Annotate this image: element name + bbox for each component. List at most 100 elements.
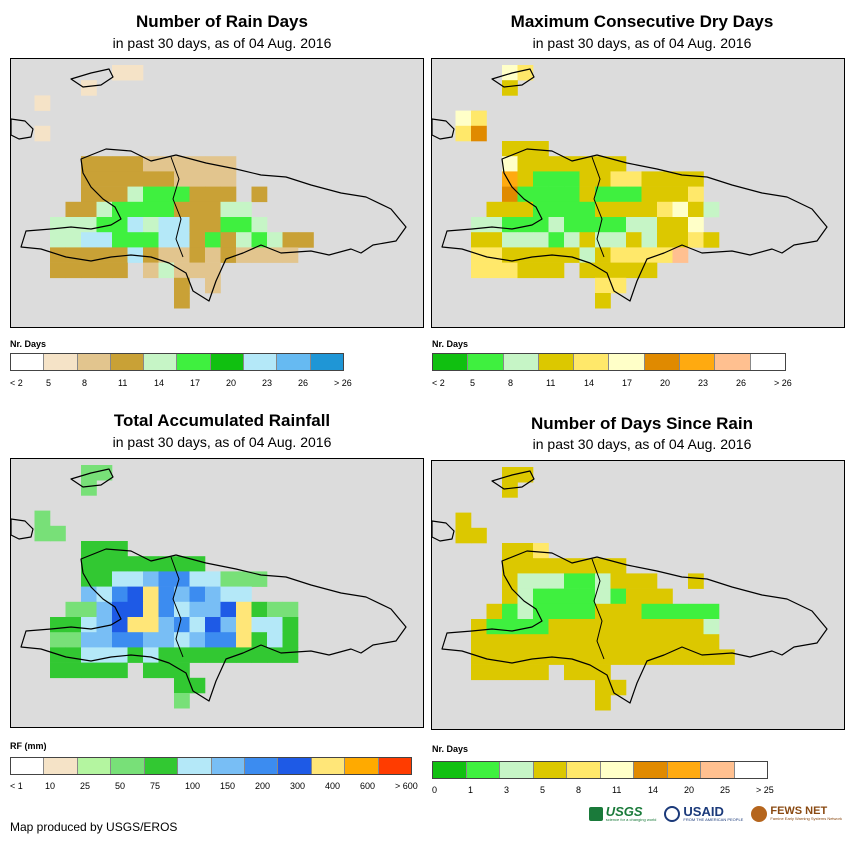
map-grid-cell [220, 586, 237, 603]
map-grid-cell [548, 232, 565, 248]
map-grid-cell [564, 634, 580, 650]
map-grid-cell [548, 619, 565, 635]
map-grid-cell [610, 171, 627, 187]
map-grid-cell [471, 634, 487, 650]
map-grid-cell [564, 664, 580, 681]
map-grid-cell [688, 201, 704, 218]
map-grid-cell [486, 664, 503, 681]
map-grid-cell [502, 482, 518, 498]
legend-tick-label: 11 [612, 785, 622, 795]
map-grid-cell [595, 156, 611, 172]
map-grid-cell [174, 156, 190, 172]
map-grid-cell [81, 80, 97, 96]
map-grid-cell [579, 171, 596, 187]
legend-tick-label: 8 [576, 785, 582, 795]
map-grid-cell [236, 232, 252, 248]
map-grid-cell [672, 634, 689, 650]
legend-tick-label: 25 [720, 785, 731, 795]
map-grid-cell [81, 586, 97, 603]
legend-tick-label: 0 [432, 785, 438, 795]
map-grid-cell [564, 603, 580, 620]
legend-tick-label: 20 [660, 378, 671, 388]
map-grid-cell [96, 662, 113, 679]
legend-tick-label: > 25 [756, 785, 774, 795]
map-grid-cell [703, 232, 720, 248]
map-grid-cell [610, 217, 627, 233]
map-grid-cell [703, 201, 720, 218]
map-grid-cell [65, 647, 82, 663]
map-grid-cell [96, 647, 113, 663]
legend-tick-label: 200 [255, 781, 271, 791]
map-grid-cell [579, 634, 596, 650]
legend-tick-label: 25 [80, 781, 91, 791]
map-grid-cell [595, 573, 611, 589]
map-grid-cell [610, 573, 627, 589]
map-grid-cell [143, 217, 159, 233]
map-grid-cell [703, 649, 720, 665]
map-grid-cell [517, 619, 534, 635]
map-grid-cell [626, 217, 642, 233]
legend-swatch [11, 758, 45, 774]
map-grid-cell [174, 293, 190, 309]
map-grid-cell [533, 232, 549, 248]
map-grid-cell [158, 186, 175, 203]
usaid-seal-icon [664, 805, 681, 822]
map-grid-cell [533, 171, 549, 187]
map-grid-cell [533, 603, 549, 620]
map-grid-cell [143, 171, 159, 187]
map-grid-cell [127, 156, 144, 172]
map-grid-cell [610, 232, 627, 248]
map-grid-cell [205, 186, 221, 203]
map-grid-cell [641, 247, 658, 263]
map-grid-cell [610, 619, 627, 635]
map-grid-cell [533, 664, 549, 681]
legend-tick-label: 600 [360, 781, 376, 791]
legend-tick-label: 300 [290, 781, 306, 791]
map-grid-cell [174, 217, 190, 233]
map-grid-cell [579, 201, 596, 218]
map-grid-cell [96, 617, 113, 633]
map-grid-cell [81, 156, 97, 172]
legend-swatch [77, 354, 111, 370]
map-grid-cell [220, 156, 237, 172]
map-grid-cell [220, 601, 237, 618]
legend-tick-label: > 26 [774, 378, 792, 388]
map-grid-cell [579, 232, 596, 248]
legend-swatch [11, 354, 45, 370]
national-border [170, 156, 184, 258]
panel4-legend-ticks: 0 1 3 5 8 11 14 20 25 > 25 [432, 785, 792, 797]
map-grid-cell [471, 262, 487, 279]
map-grid-cell [127, 556, 144, 572]
map-grid-cell [564, 201, 580, 218]
map-grid-cell [486, 201, 503, 218]
legend-swatch [178, 758, 212, 774]
map-grid-cell [579, 262, 596, 279]
map-grid-cell [672, 232, 689, 248]
map-grid-cell [65, 201, 82, 218]
map-grid-cell [236, 632, 252, 648]
map-grid-cell [533, 247, 549, 263]
map-grid-cell [595, 201, 611, 218]
legend-swatch [500, 762, 534, 778]
map-grid-cell [703, 603, 720, 620]
map-grid-cell [251, 617, 268, 633]
map-grid-cell [251, 186, 268, 203]
map-grid-cell [517, 186, 534, 203]
map-grid-cell [81, 617, 97, 633]
map-grid-cell [657, 201, 673, 218]
map-grid-cell [81, 480, 97, 496]
map-grid-cell [220, 171, 237, 187]
islet-coastline [432, 118, 455, 140]
map-grid-cell [455, 527, 472, 544]
map-grid-cell [189, 186, 206, 203]
panel2-map-svg [432, 65, 828, 309]
map-grid-cell [158, 617, 175, 633]
map-grid-cell [548, 262, 565, 279]
map-grid-cell [688, 649, 704, 665]
map-grid-cell [471, 664, 487, 681]
map-grid-cell [533, 634, 549, 650]
legend-tick-label: 50 [115, 781, 126, 791]
map-grid-cell [455, 125, 472, 142]
map-grid-cell [595, 277, 611, 294]
map-grid-cell [533, 141, 549, 157]
